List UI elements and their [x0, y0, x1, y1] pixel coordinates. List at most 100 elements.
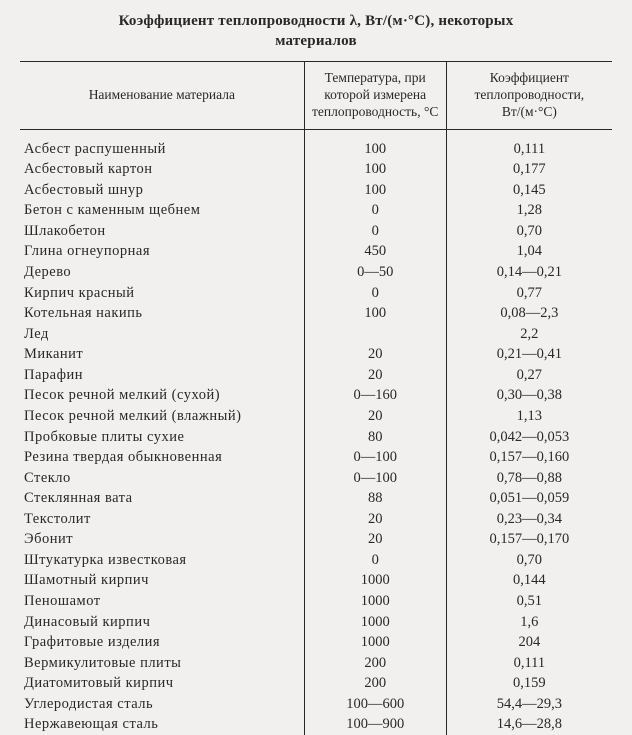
- title-line-2: материалов: [275, 33, 357, 49]
- cell-temperature: 0: [304, 221, 446, 242]
- table-row: Глина огнеупорная4501,04: [20, 242, 612, 263]
- table-row: Текстолит200,23—0,34: [20, 509, 612, 530]
- table-row: Асбест распушенный1000,111: [20, 129, 612, 160]
- cell-material: Дерево: [20, 263, 304, 284]
- table-row: Пробковые плиты сухие800,042—0,053: [20, 427, 612, 448]
- cell-coefficient: 0,27: [446, 365, 612, 386]
- cell-temperature: 0—50: [304, 263, 446, 284]
- table-row: Диатомитовый кирпич2000,159: [20, 674, 612, 695]
- cell-temperature: 1000: [304, 633, 446, 654]
- cell-material: Эбонит: [20, 530, 304, 551]
- cell-coefficient: 54,4—29,3: [446, 694, 612, 715]
- cell-material: Миканит: [20, 345, 304, 366]
- table-header-row: Наименование материала Температура, при …: [20, 62, 612, 130]
- cell-material: Кирпич красный: [20, 283, 304, 304]
- cell-material: Котельная накипь: [20, 304, 304, 325]
- cell-coefficient: 0,177: [446, 160, 612, 181]
- cell-material: Шамотный кирпич: [20, 571, 304, 592]
- cell-material: Вермикулитовые плиты: [20, 653, 304, 674]
- cell-material: Нержавеющая сталь: [20, 715, 304, 735]
- cell-temperature: 88: [304, 489, 446, 510]
- cell-coefficient: 0,23—0,34: [446, 509, 612, 530]
- cell-temperature: 20: [304, 365, 446, 386]
- cell-material: Бетон с каменным щебнем: [20, 201, 304, 222]
- cell-temperature: 20: [304, 509, 446, 530]
- cell-material: Углеродистая сталь: [20, 694, 304, 715]
- cell-temperature: 0—100: [304, 448, 446, 469]
- cell-material: Асбестовый картон: [20, 160, 304, 181]
- cell-temperature: 450: [304, 242, 446, 263]
- cell-temperature: 1000: [304, 592, 446, 613]
- col-header-coefficient: Коэффициент теплопроводности, Вт/(м·°С): [446, 62, 612, 130]
- cell-material: Стеклянная вата: [20, 489, 304, 510]
- cell-coefficient: 2,2: [446, 324, 612, 345]
- cell-temperature: 0: [304, 201, 446, 222]
- cell-coefficient: 0,157—0,170: [446, 530, 612, 551]
- cell-coefficient: 0,144: [446, 571, 612, 592]
- table-row: Динасовый кирпич10001,6: [20, 612, 612, 633]
- cell-coefficient: 0,157—0,160: [446, 448, 612, 469]
- cell-temperature: 100: [304, 180, 446, 201]
- cell-coefficient: 0,14—0,21: [446, 263, 612, 284]
- table-row: Песок речной мелкий (сухой)0—1600,30—0,3…: [20, 386, 612, 407]
- cell-temperature: 20: [304, 530, 446, 551]
- cell-coefficient: 0,042—0,053: [446, 427, 612, 448]
- col-header-material: Наименование материала: [20, 62, 304, 130]
- table-row: Котельная накипь1000,08—2,3: [20, 304, 612, 325]
- table-row: Песок речной мелкий (влажный)201,13: [20, 406, 612, 427]
- cell-temperature: 100: [304, 160, 446, 181]
- table-row: Шлакобетон00,70: [20, 221, 612, 242]
- cell-temperature: 200: [304, 653, 446, 674]
- cell-material: Текстолит: [20, 509, 304, 530]
- cell-coefficient: 0,77: [446, 283, 612, 304]
- cell-coefficient: 1,04: [446, 242, 612, 263]
- cell-coefficient: 0,30—0,38: [446, 386, 612, 407]
- table-row: Парафин200,27: [20, 365, 612, 386]
- table-row: Углеродистая сталь100—60054,4—29,3: [20, 694, 612, 715]
- table-row: Пеношамот10000,51: [20, 592, 612, 613]
- table-row: Графитовые изделия1000204: [20, 633, 612, 654]
- cell-temperature: 1000: [304, 571, 446, 592]
- table-row: Кирпич красный00,77: [20, 283, 612, 304]
- cell-material: Штукатурка известковая: [20, 550, 304, 571]
- cell-material: Лед: [20, 324, 304, 345]
- cell-material: Асбестовый шнур: [20, 180, 304, 201]
- cell-coefficient: 1,28: [446, 201, 612, 222]
- cell-coefficient: 0,08—2,3: [446, 304, 612, 325]
- cell-coefficient: 0,159: [446, 674, 612, 695]
- cell-material: Динасовый кирпич: [20, 612, 304, 633]
- cell-coefficient: 0,70: [446, 550, 612, 571]
- cell-material: Пробковые плиты сухие: [20, 427, 304, 448]
- table-row: Миканит200,21—0,41: [20, 345, 612, 366]
- table-row: Шамотный кирпич10000,144: [20, 571, 612, 592]
- table-row: Дерево0—500,14—0,21: [20, 263, 612, 284]
- cell-coefficient: 0,78—0,88: [446, 468, 612, 489]
- cell-temperature: 100: [304, 304, 446, 325]
- col-header-temperature: Температура, при которой измерена теплоп…: [304, 62, 446, 130]
- cell-coefficient: 1,13: [446, 406, 612, 427]
- cell-coefficient: 14,6—28,8: [446, 715, 612, 735]
- table-row: Бетон с каменным щебнем01,28: [20, 201, 612, 222]
- table-row: Вермикулитовые плиты2000,111: [20, 653, 612, 674]
- cell-material: Песок речной мелкий (сухой): [20, 386, 304, 407]
- table-row: Нержавеющая сталь100—90014,6—28,8: [20, 715, 612, 735]
- cell-temperature: 20: [304, 406, 446, 427]
- table-row: Лед 2,2: [20, 324, 612, 345]
- cell-coefficient: 204: [446, 633, 612, 654]
- cell-material: Глина огнеупорная: [20, 242, 304, 263]
- cell-temperature: 20: [304, 345, 446, 366]
- cell-temperature: 100—600: [304, 694, 446, 715]
- cell-coefficient: 0,051—0,059: [446, 489, 612, 510]
- cell-temperature: 0—100: [304, 468, 446, 489]
- cell-temperature: 0: [304, 283, 446, 304]
- table-row: Асбестовый картон1000,177: [20, 160, 612, 181]
- cell-temperature: [304, 324, 446, 345]
- cell-material: Асбест распушенный: [20, 129, 304, 160]
- cell-material: Стекло: [20, 468, 304, 489]
- cell-temperature: 1000: [304, 612, 446, 633]
- table-row: Резина твердая обыкновенная0—1000,157—0,…: [20, 448, 612, 469]
- cell-material: Песок речной мелкий (влажный): [20, 406, 304, 427]
- table-row: Стеклянная вата880,051—0,059: [20, 489, 612, 510]
- cell-material: Графитовые изделия: [20, 633, 304, 654]
- cell-coefficient: 0,111: [446, 129, 612, 160]
